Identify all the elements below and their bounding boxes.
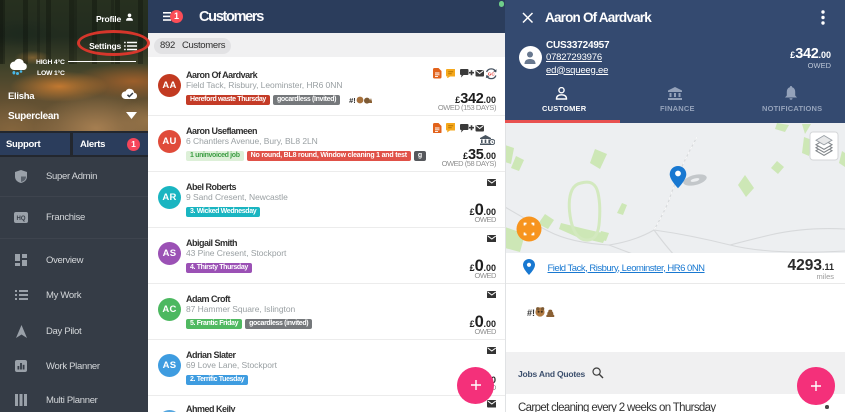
svg-text:GC: GC [488,72,496,77]
svg-text:HQ: HQ [17,216,26,222]
